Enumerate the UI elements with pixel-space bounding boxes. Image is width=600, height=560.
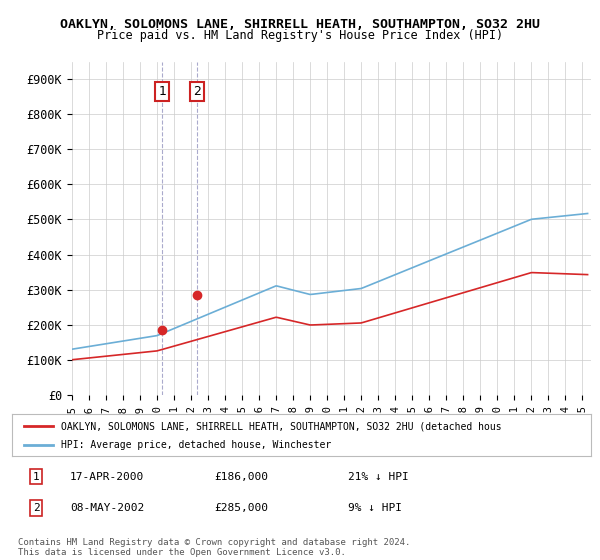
Text: 1: 1 [33,472,40,482]
Text: £285,000: £285,000 [215,503,269,513]
Text: 17-APR-2000: 17-APR-2000 [70,472,144,482]
Text: £186,000: £186,000 [215,472,269,482]
Text: HPI: Average price, detached house, Winchester: HPI: Average price, detached house, Winc… [61,440,331,450]
Text: 2: 2 [33,503,40,513]
Text: 21% ↓ HPI: 21% ↓ HPI [348,472,409,482]
Text: Contains HM Land Registry data © Crown copyright and database right 2024.: Contains HM Land Registry data © Crown c… [18,538,410,547]
Text: 1: 1 [158,85,166,98]
Text: OAKLYN, SOLOMONS LANE, SHIRRELL HEATH, SOUTHAMPTON, SO32 2HU (detached hous: OAKLYN, SOLOMONS LANE, SHIRRELL HEATH, S… [61,421,502,431]
Text: OAKLYN, SOLOMONS LANE, SHIRRELL HEATH, SOUTHAMPTON, SO32 2HU: OAKLYN, SOLOMONS LANE, SHIRRELL HEATH, S… [60,18,540,31]
Text: 9% ↓ HPI: 9% ↓ HPI [348,503,402,513]
Text: 08-MAY-2002: 08-MAY-2002 [70,503,144,513]
Text: Price paid vs. HM Land Registry's House Price Index (HPI): Price paid vs. HM Land Registry's House … [97,29,503,42]
Text: This data is licensed under the Open Government Licence v3.0.: This data is licensed under the Open Gov… [18,548,346,557]
Text: 2: 2 [193,85,202,98]
